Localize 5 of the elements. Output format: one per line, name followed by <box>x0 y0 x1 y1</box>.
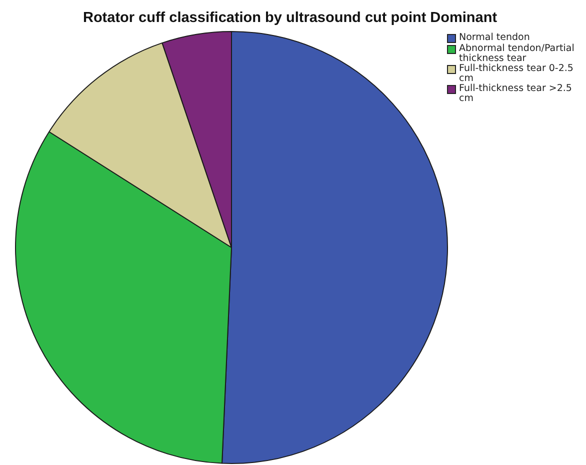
legend-label: Full-thickness tear 0-2.5 cm <box>459 63 574 84</box>
legend-label: Normal tendon <box>459 32 531 43</box>
legend-label: Abnormal tendon/Partial thickness tear <box>459 43 576 64</box>
chart-title: Rotator cuff classification by ultrasound cut point Dominant <box>82 10 498 26</box>
legend-label: Full-thickness tear >2.5 cm <box>459 83 573 104</box>
